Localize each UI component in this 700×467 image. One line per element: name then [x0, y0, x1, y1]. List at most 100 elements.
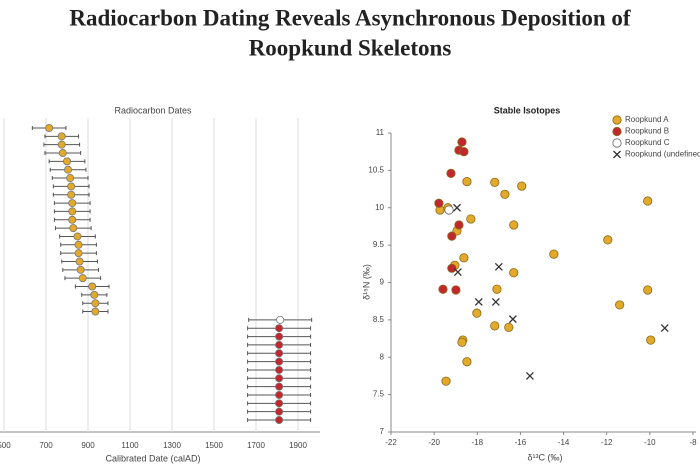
point: [67, 190, 76, 199]
x-tick-label: 700: [39, 441, 53, 450]
point: [91, 299, 100, 308]
x-tick-label: 900: [81, 441, 95, 450]
point: [457, 337, 467, 347]
point: [457, 137, 467, 147]
y-axis-label: δ¹⁵N (‰): [361, 264, 371, 300]
x-tick-label: -10: [644, 438, 656, 447]
x-tick-label: -14: [558, 438, 570, 447]
point: [275, 332, 284, 341]
point: [447, 231, 457, 241]
point: [63, 157, 72, 166]
point: [78, 274, 87, 283]
point: [275, 357, 284, 366]
point: [68, 199, 77, 208]
page-title: Radiocarbon Dating Reveals Asynchronous …: [69, 5, 631, 30]
point: [504, 322, 514, 332]
point: [58, 149, 67, 158]
point: [444, 205, 454, 215]
point: [603, 235, 613, 245]
x-tick-label: -16: [515, 438, 527, 447]
point: [275, 382, 284, 391]
point: [88, 282, 97, 291]
point: [91, 307, 100, 316]
x-tick-label: 1300: [163, 441, 181, 450]
point: [275, 349, 284, 358]
point: [68, 215, 77, 224]
point: [646, 335, 656, 345]
point: [446, 168, 456, 178]
point: [660, 324, 669, 333]
point: [76, 265, 85, 274]
point: [525, 371, 534, 380]
x-axis-label: δ¹³C (‰): [528, 452, 563, 462]
point: [472, 308, 482, 318]
x-tick-label: -22: [385, 438, 397, 447]
point: [500, 189, 510, 199]
x-tick-label: -20: [428, 438, 440, 447]
point: [447, 263, 457, 273]
point: [275, 324, 284, 333]
point: [466, 214, 476, 224]
x-tick-label: 500: [0, 441, 11, 450]
point: [454, 220, 464, 230]
y-tick-label: 7: [380, 427, 385, 436]
point: [275, 340, 284, 349]
legend-marker: [612, 115, 622, 125]
point: [441, 376, 451, 386]
point: [462, 176, 472, 187]
point: [491, 297, 500, 306]
point: [643, 285, 653, 295]
point: [453, 268, 462, 276]
point: [64, 165, 73, 174]
page-title: Roopkund Skeletons: [249, 35, 452, 60]
point: [517, 181, 527, 191]
x-tick-label: -8: [689, 438, 697, 447]
y-tick-label: 10.5: [368, 165, 384, 174]
point: [438, 284, 448, 294]
point: [451, 285, 461, 295]
point: [459, 147, 469, 157]
x-tick-label: 1100: [121, 441, 139, 450]
point: [643, 196, 653, 206]
point: [275, 415, 284, 424]
point: [275, 407, 284, 416]
point: [75, 257, 84, 266]
point: [275, 390, 284, 399]
point: [459, 253, 469, 263]
y-tick-label: 11: [376, 128, 385, 137]
point: [453, 203, 461, 212]
point: [492, 284, 502, 294]
x-tick-label: 1700: [247, 441, 265, 450]
point: [490, 321, 500, 331]
point: [276, 315, 285, 324]
x-tick-label: 1500: [205, 441, 223, 450]
x-axis-label: Calibrated Date (calAD): [105, 453, 200, 463]
point: [57, 140, 66, 149]
x-tick-label: 1900: [289, 441, 307, 450]
y-tick-label: 7.5: [373, 390, 385, 399]
point: [45, 124, 54, 133]
point: [67, 182, 76, 191]
x-tick-label: -18: [472, 438, 484, 447]
y-tick-label: 9: [380, 278, 385, 287]
point: [74, 249, 83, 258]
chart-title: Radiocarbon Dates: [114, 105, 192, 115]
point: [509, 268, 519, 278]
point: [68, 207, 77, 216]
point: [494, 262, 503, 271]
point: [508, 315, 517, 324]
point: [275, 374, 284, 383]
point: [57, 132, 66, 141]
point: [549, 249, 559, 259]
legend-label: Roopkund B: [625, 127, 669, 136]
point: [90, 290, 99, 299]
point: [490, 177, 500, 187]
y-tick-label: 8.5: [373, 315, 385, 324]
y-tick-label: 10: [375, 203, 384, 212]
point: [509, 220, 519, 230]
chart-title: Stable Isotopes: [494, 105, 561, 115]
point: [74, 240, 83, 249]
point: [474, 297, 483, 306]
point: [462, 357, 472, 367]
